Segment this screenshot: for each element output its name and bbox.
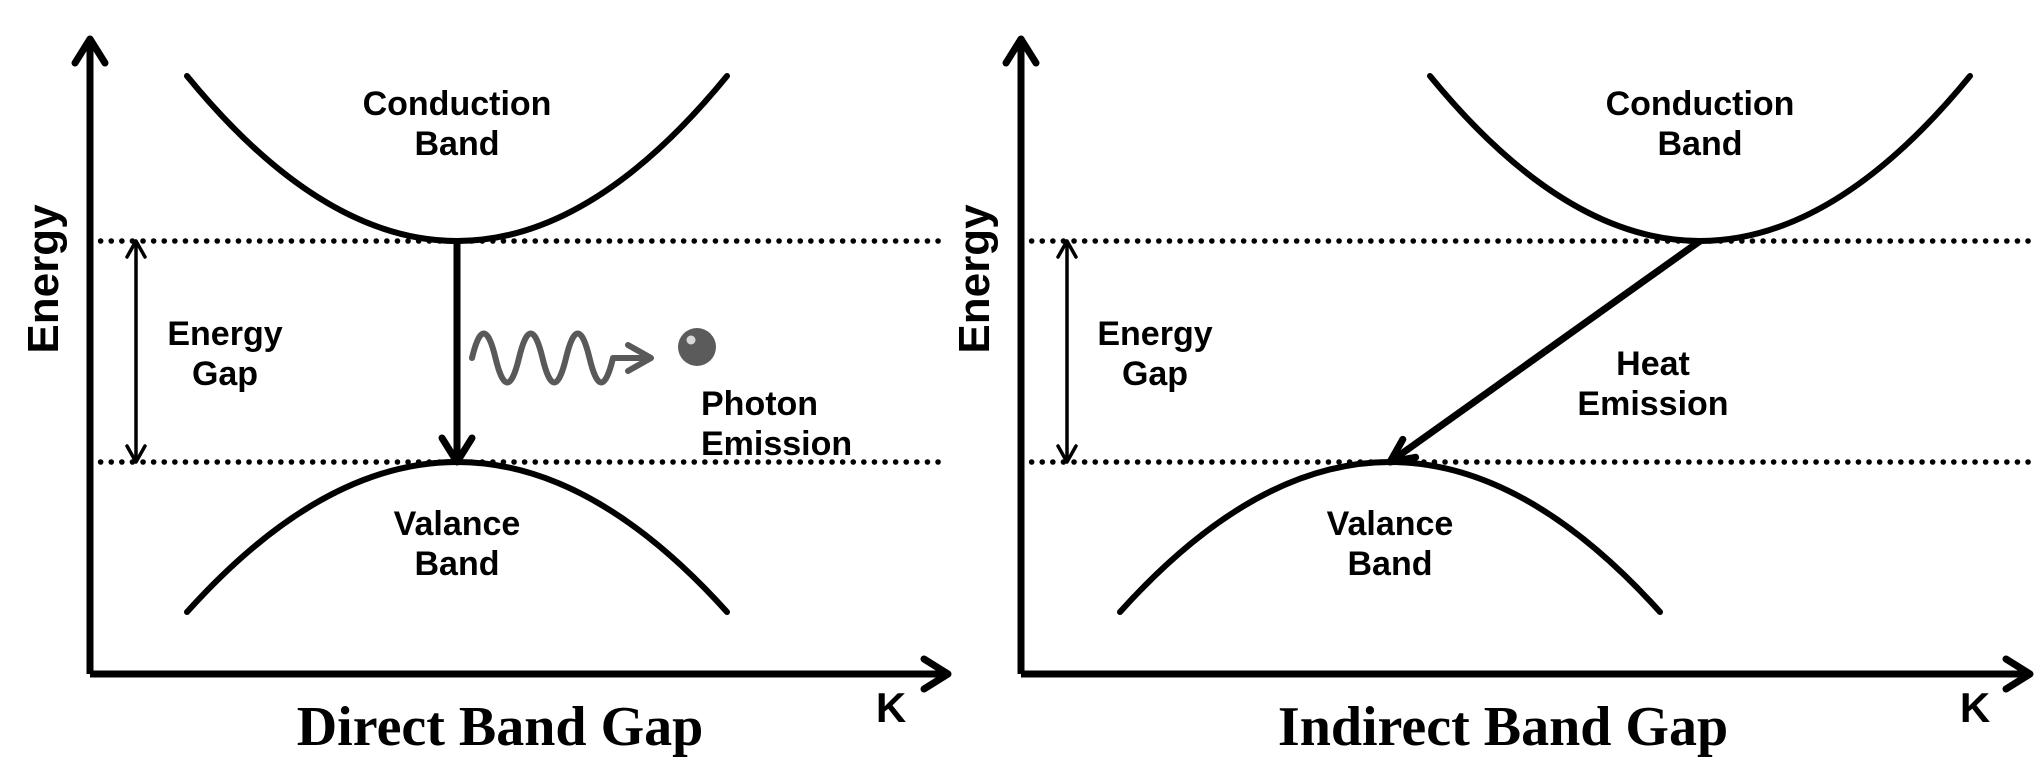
svg-text:K: K: [1960, 684, 1990, 731]
svg-text:Band: Band: [1348, 545, 1433, 583]
svg-text:Photon: Photon: [701, 385, 818, 423]
svg-text:Gap: Gap: [1122, 355, 1188, 393]
svg-text:Gap: Gap: [192, 355, 258, 393]
svg-text:Conduction: Conduction: [1606, 85, 1795, 123]
svg-text:Energy: Energy: [167, 315, 282, 353]
svg-text:Emission: Emission: [701, 425, 852, 463]
svg-text:Energy: Energy: [19, 204, 68, 354]
svg-text:K: K: [876, 684, 906, 731]
svg-text:Band: Band: [415, 125, 500, 163]
svg-text:Emission: Emission: [1577, 385, 1728, 423]
svg-text:Conduction: Conduction: [363, 85, 552, 123]
svg-text:Band: Band: [1658, 125, 1743, 163]
svg-text:Valance: Valance: [1327, 505, 1454, 543]
svg-text:Valance: Valance: [394, 505, 521, 543]
svg-text:Energy: Energy: [1097, 315, 1212, 353]
svg-text:Band: Band: [415, 545, 500, 583]
svg-text:Energy: Energy: [950, 204, 999, 354]
svg-text:Indirect Band Gap: Indirect Band Gap: [1278, 696, 1728, 758]
svg-text:Heat: Heat: [1616, 345, 1690, 383]
svg-text:Direct Band Gap: Direct Band Gap: [297, 696, 704, 758]
